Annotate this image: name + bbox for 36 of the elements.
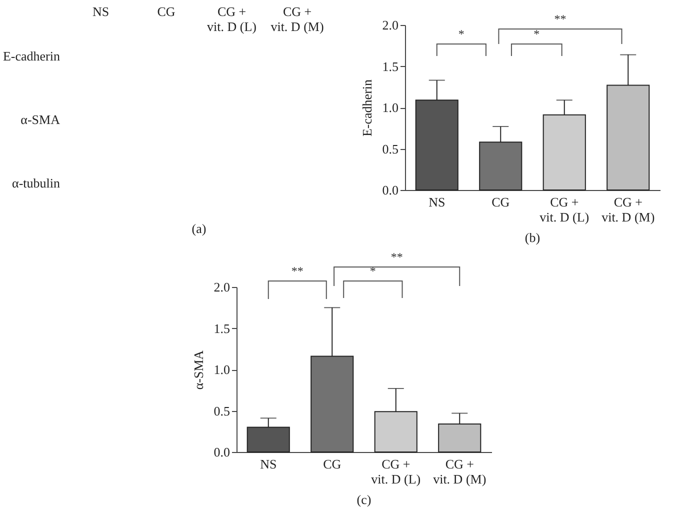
x-tick-label: CG + vit. D (M) xyxy=(602,194,655,224)
text: ** xyxy=(291,264,304,278)
category-label: α-SMA xyxy=(20,112,60,127)
x-tick-label: CG + vit. D (L) xyxy=(540,194,590,224)
y-tick-label: 0.0 xyxy=(382,182,398,198)
x-tick-label: NS xyxy=(428,194,446,210)
x-tick-label: CG xyxy=(323,456,342,472)
x-tick-label: NS xyxy=(260,456,277,472)
y-axis-title: α-SMA xyxy=(190,350,206,390)
category-label: E-cadherin xyxy=(2,48,60,64)
text: (c) xyxy=(356,492,372,507)
text: (b) xyxy=(524,230,540,245)
category-label: α-tubulin xyxy=(12,175,60,190)
annotation: * xyxy=(458,27,464,41)
y-axis-title: E-cadherin xyxy=(359,78,374,137)
category-label: CG xyxy=(157,4,176,19)
category-label: CG + vit. D (L) xyxy=(207,4,256,34)
annotation: ** xyxy=(554,12,566,26)
y-tick-label: 0.5 xyxy=(214,403,230,418)
x-tick-label: CG + vit. D (L) xyxy=(371,456,421,486)
y-tick-label: 1.5 xyxy=(382,58,398,74)
y-tick-label: 2.0 xyxy=(382,18,398,32)
y-tick-label: 1.0 xyxy=(214,362,230,377)
annotation: * xyxy=(534,27,540,41)
y-tick-label: 1.0 xyxy=(382,100,398,115)
text: ** xyxy=(390,250,403,264)
y-tick-label: 0.5 xyxy=(382,141,398,156)
y-tick-label: 2.0 xyxy=(214,280,230,294)
x-tick-label: CG + vit. D (M) xyxy=(433,456,486,486)
x-tick-label: CG xyxy=(492,194,510,210)
y-tick-label: 1.5 xyxy=(214,320,230,336)
text: (a) xyxy=(192,221,206,236)
category-label: CG + vit. D (M) xyxy=(270,4,324,34)
category-label: NS xyxy=(92,4,110,19)
y-tick-label: 0.0 xyxy=(214,444,230,460)
text: * xyxy=(370,264,376,278)
